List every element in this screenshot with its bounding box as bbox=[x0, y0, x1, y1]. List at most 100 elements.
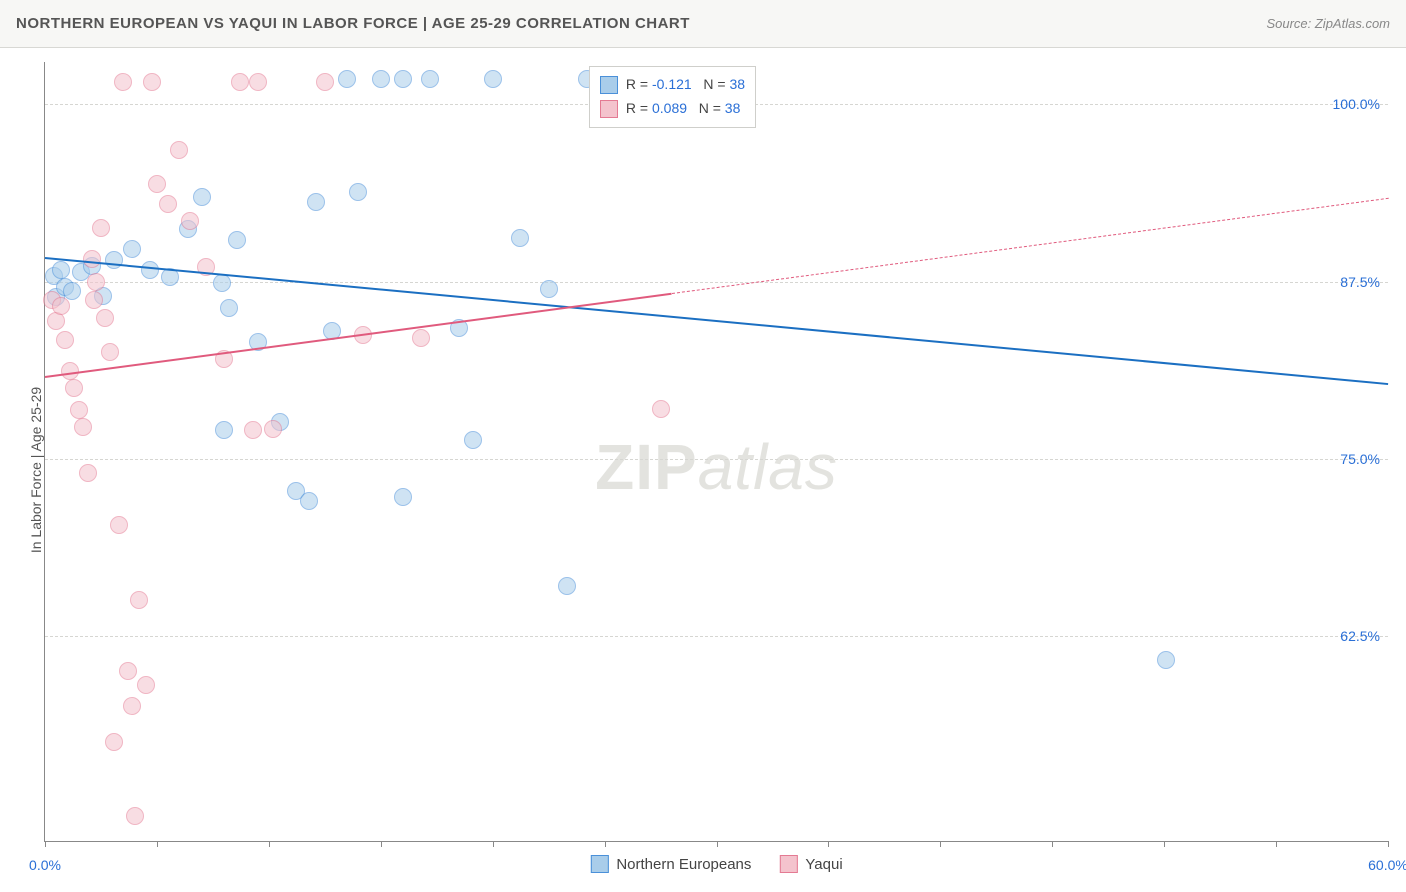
x-tick bbox=[828, 841, 829, 847]
data-point bbox=[126, 807, 144, 825]
correlation-row: R = 0.089 N = 38 bbox=[600, 97, 745, 121]
data-point bbox=[159, 195, 177, 213]
data-point bbox=[52, 297, 70, 315]
y-tick-label: 75.0% bbox=[1340, 451, 1380, 467]
x-tick bbox=[1052, 841, 1053, 847]
data-point bbox=[52, 261, 70, 279]
data-point bbox=[193, 188, 211, 206]
data-point bbox=[92, 219, 110, 237]
chart-header: NORTHERN EUROPEAN VS YAQUI IN LABOR FORC… bbox=[0, 0, 1406, 48]
data-point bbox=[228, 231, 246, 249]
data-point bbox=[264, 420, 282, 438]
data-point bbox=[394, 70, 412, 88]
data-point bbox=[372, 70, 390, 88]
series-legend: Northern Europeans Yaqui bbox=[590, 855, 842, 873]
gridline bbox=[45, 636, 1388, 637]
x-tick bbox=[381, 841, 382, 847]
x-tick bbox=[940, 841, 941, 847]
x-tick bbox=[269, 841, 270, 847]
x-tick bbox=[605, 841, 606, 847]
data-point bbox=[213, 274, 231, 292]
trend-line bbox=[45, 293, 672, 378]
legend-swatch-northern bbox=[590, 855, 608, 873]
data-point bbox=[79, 464, 97, 482]
data-point bbox=[307, 193, 325, 211]
data-point bbox=[110, 516, 128, 534]
correlation-swatch bbox=[600, 100, 618, 118]
watermark-rest: atlas bbox=[698, 431, 838, 503]
data-point bbox=[123, 697, 141, 715]
data-point bbox=[1157, 651, 1175, 669]
chart-title: NORTHERN EUROPEAN VS YAQUI IN LABOR FORC… bbox=[16, 15, 690, 32]
data-point bbox=[181, 212, 199, 230]
trend-line bbox=[672, 198, 1388, 294]
correlation-legend: R = -0.121 N = 38R = 0.089 N = 38 bbox=[589, 66, 756, 128]
x-tick bbox=[717, 841, 718, 847]
x-tick bbox=[45, 841, 46, 847]
data-point bbox=[170, 141, 188, 159]
data-point bbox=[143, 73, 161, 91]
x-tick bbox=[493, 841, 494, 847]
data-point bbox=[114, 73, 132, 91]
data-point bbox=[56, 331, 74, 349]
legend-item-northern: Northern Europeans bbox=[590, 855, 751, 873]
data-point bbox=[119, 662, 137, 680]
y-tick-label: 100.0% bbox=[1333, 96, 1380, 112]
data-point bbox=[215, 421, 233, 439]
legend-item-yaqui: Yaqui bbox=[779, 855, 842, 873]
trend-line bbox=[45, 257, 1388, 385]
data-point bbox=[65, 379, 83, 397]
y-tick-label: 87.5% bbox=[1340, 274, 1380, 290]
y-tick-label: 62.5% bbox=[1340, 628, 1380, 644]
data-point bbox=[148, 175, 166, 193]
legend-swatch-yaqui bbox=[779, 855, 797, 873]
data-point bbox=[74, 418, 92, 436]
x-tick bbox=[157, 841, 158, 847]
data-point bbox=[338, 70, 356, 88]
data-point bbox=[249, 73, 267, 91]
data-point bbox=[511, 229, 529, 247]
data-point bbox=[96, 309, 114, 327]
correlation-text: R = 0.089 N = 38 bbox=[626, 97, 740, 121]
x-tick bbox=[1164, 841, 1165, 847]
data-point bbox=[349, 183, 367, 201]
x-axis-label: 60.0% bbox=[1368, 857, 1406, 873]
data-point bbox=[105, 733, 123, 751]
data-point bbox=[244, 421, 262, 439]
correlation-swatch bbox=[600, 76, 618, 94]
data-point bbox=[123, 240, 141, 258]
data-point bbox=[101, 343, 119, 361]
data-point bbox=[558, 577, 576, 595]
data-point bbox=[85, 291, 103, 309]
data-point bbox=[316, 73, 334, 91]
data-point bbox=[412, 329, 430, 347]
data-point bbox=[83, 250, 101, 268]
data-point bbox=[130, 591, 148, 609]
data-point bbox=[105, 251, 123, 269]
data-point bbox=[540, 280, 558, 298]
chart-area: In Labor Force | Age 25-29 ZIPatlas Nort… bbox=[0, 48, 1406, 892]
gridline bbox=[45, 282, 1388, 283]
data-point bbox=[652, 400, 670, 418]
x-axis-label: 0.0% bbox=[29, 857, 61, 873]
correlation-row: R = -0.121 N = 38 bbox=[600, 73, 745, 97]
legend-label-yaqui: Yaqui bbox=[805, 856, 842, 873]
gridline bbox=[45, 459, 1388, 460]
data-point bbox=[220, 299, 238, 317]
y-axis-title: In Labor Force | Age 25-29 bbox=[28, 387, 44, 553]
x-tick bbox=[1388, 841, 1389, 847]
chart-source: Source: ZipAtlas.com bbox=[1266, 16, 1390, 31]
correlation-text: R = -0.121 N = 38 bbox=[626, 73, 745, 97]
data-point bbox=[231, 73, 249, 91]
data-point bbox=[137, 676, 155, 694]
data-point bbox=[464, 431, 482, 449]
data-point bbox=[47, 312, 65, 330]
data-point bbox=[421, 70, 439, 88]
data-point bbox=[300, 492, 318, 510]
legend-label-northern: Northern Europeans bbox=[616, 856, 751, 873]
data-point bbox=[141, 261, 159, 279]
watermark: ZIPatlas bbox=[595, 430, 838, 504]
plot-area: ZIPatlas Northern Europeans Yaqui 62.5%7… bbox=[44, 62, 1388, 842]
x-tick bbox=[1276, 841, 1277, 847]
data-point bbox=[70, 401, 88, 419]
